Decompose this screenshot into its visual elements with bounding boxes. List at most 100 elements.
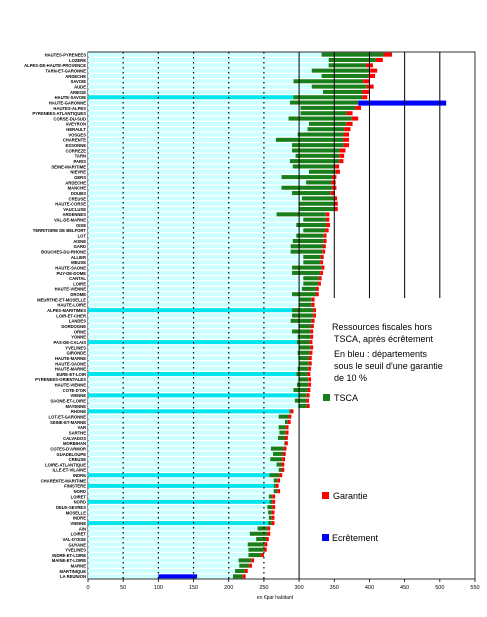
bar-garantie [346, 121, 353, 126]
y-tick-label: MORBIHAN [63, 441, 86, 446]
bar-garantie [322, 249, 326, 254]
bar-base [88, 563, 240, 568]
bar-base [88, 531, 250, 536]
y-tick-label: RHONE [71, 409, 86, 414]
y-tick-label: DOUBS [71, 191, 86, 196]
bar-tsca [292, 308, 314, 313]
bar-tsca [298, 403, 307, 409]
bar-garantie [244, 568, 248, 574]
legend: Ressources fiscales hors TSCA, après écr… [322, 322, 443, 543]
bar-garantie [310, 334, 314, 339]
bar-tsca [292, 143, 344, 148]
bar-base [88, 553, 249, 558]
bar-garantie [323, 233, 327, 238]
y-tick-label: ALPES-DE-HAUTE-PROVENCE [24, 63, 86, 68]
y-tick-label: VOSGES [68, 132, 86, 137]
y-tick-label: MEUSE [71, 260, 86, 265]
y-tick-label: PYRENEES-ATLANTIQUES [32, 111, 86, 116]
y-tick-label: NORD [74, 500, 86, 505]
bar-base [88, 521, 269, 526]
bar-garantie [320, 270, 324, 275]
bar-tsca [257, 526, 268, 531]
y-tick-label: LOIRE [73, 281, 86, 286]
bar-tsca [248, 547, 264, 552]
bar-base [88, 212, 277, 217]
bar-garantie [311, 318, 315, 323]
bar-base [88, 286, 302, 291]
bar-tsca [284, 441, 286, 446]
bar-garantie [311, 324, 314, 329]
bar-tsca [281, 175, 333, 180]
bar-tsca [293, 95, 363, 100]
bar-base [88, 473, 270, 478]
y-tick-label: CREUSE [69, 196, 87, 201]
bar-garantie [335, 169, 340, 174]
bar-tsca [292, 313, 314, 318]
bar-base [88, 84, 312, 89]
y-tick-label: MARNE [71, 564, 87, 569]
bar-base [88, 100, 290, 105]
y-tick-label: FINISTERE [64, 484, 86, 489]
y-tick-label: GARD [74, 244, 86, 249]
bar-garantie [309, 340, 313, 345]
bar-garantie [288, 414, 292, 419]
bar-base [88, 446, 271, 451]
bar-tsca [303, 276, 319, 281]
bar-garantie [263, 547, 267, 552]
bar-base [88, 414, 279, 419]
bar-base [88, 180, 307, 185]
bar-garantie [311, 302, 315, 307]
bar-garantie [285, 435, 288, 440]
bar-tsca [268, 494, 273, 499]
bar-garantie [281, 467, 285, 472]
bar-garantie [275, 483, 279, 488]
bar-base [88, 372, 297, 377]
bar-base [88, 537, 257, 542]
bar-tsca [273, 489, 278, 494]
bar-tsca [296, 372, 308, 377]
y-tick-label: SAVOIE [70, 79, 86, 84]
bar-garantie [307, 388, 311, 393]
legend-swatch-garantie [322, 492, 329, 499]
bar-garantie [363, 79, 370, 84]
bar-tsca [303, 254, 321, 259]
bar-base [88, 292, 293, 297]
bar-base [88, 228, 304, 233]
bar-garantie [355, 105, 362, 110]
bar-tsca [303, 217, 326, 222]
bar-base [88, 462, 277, 467]
bar-base [88, 329, 293, 334]
y-tick-label: HAUTE-LOIRE [57, 303, 86, 308]
y-tick-label: EURE-ET-LOIR [56, 372, 86, 377]
bar-garantie [251, 558, 255, 563]
bar-garantie [310, 345, 314, 350]
bar-garantie [383, 52, 392, 57]
bar-base [88, 334, 298, 339]
bar-tsca [279, 430, 286, 435]
bar-tsca [303, 228, 326, 233]
y-tick-label: YVELINES [65, 345, 86, 350]
bar-base [88, 73, 322, 78]
y-tick-label: PYRENEES-ORIENTALES [35, 377, 86, 382]
bar-tsca [297, 366, 309, 371]
y-tick-label: AVEYRON [66, 122, 86, 127]
bar-tsca [268, 510, 272, 515]
bar-base [88, 542, 248, 547]
bar-garantie [308, 361, 312, 366]
x-tick-label: 250 [259, 585, 268, 591]
bar-base [88, 254, 304, 259]
bar-tsca [292, 164, 335, 169]
bar-base [88, 222, 297, 228]
gridlines [122, 52, 441, 579]
y-tick-label: ESSONNE [66, 143, 87, 148]
y-tick-label: HAUTE-MARNE [55, 356, 86, 361]
bar-base [88, 238, 293, 243]
y-tick-label: SEINE-ET-MARNE [50, 420, 86, 425]
bar-base [88, 233, 297, 238]
bar-tsca [299, 201, 335, 206]
y-tick-label: LOZERE [69, 58, 86, 63]
bar-base [88, 164, 293, 169]
bar-base [88, 388, 294, 393]
bar-base [88, 143, 293, 148]
